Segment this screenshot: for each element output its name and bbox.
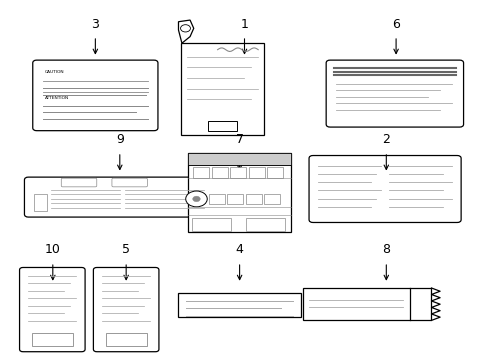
- Bar: [207, 121, 237, 131]
- Text: 3: 3: [91, 18, 99, 31]
- Bar: [211, 167, 227, 177]
- Bar: [178, 293, 300, 317]
- FancyBboxPatch shape: [325, 60, 463, 127]
- Bar: [181, 43, 264, 135]
- Bar: [264, 194, 280, 204]
- Bar: [105, 333, 146, 346]
- Bar: [32, 333, 73, 346]
- Text: 4: 4: [235, 243, 243, 256]
- Text: 5: 5: [122, 243, 130, 256]
- Bar: [192, 218, 231, 231]
- Bar: [230, 167, 246, 177]
- Bar: [227, 194, 243, 204]
- Bar: [208, 194, 224, 204]
- Circle shape: [185, 191, 207, 207]
- Text: 2: 2: [382, 133, 389, 146]
- Bar: [245, 218, 284, 231]
- Text: 9: 9: [116, 133, 123, 146]
- Bar: [245, 194, 261, 204]
- FancyBboxPatch shape: [308, 156, 460, 222]
- Text: 10: 10: [45, 243, 61, 256]
- FancyBboxPatch shape: [61, 178, 97, 187]
- Bar: [248, 167, 264, 177]
- Bar: [34, 194, 47, 211]
- Polygon shape: [178, 20, 193, 43]
- Bar: [303, 288, 430, 320]
- FancyBboxPatch shape: [24, 177, 213, 217]
- Text: 7: 7: [235, 133, 243, 146]
- Text: CAUTION: CAUTION: [45, 70, 64, 74]
- FancyBboxPatch shape: [33, 60, 158, 131]
- Text: 1: 1: [240, 18, 248, 31]
- Bar: [267, 167, 283, 177]
- FancyBboxPatch shape: [93, 267, 159, 352]
- Bar: [188, 153, 290, 232]
- Text: 8: 8: [382, 243, 389, 256]
- FancyBboxPatch shape: [112, 178, 147, 187]
- Text: ATTENTION: ATTENTION: [45, 96, 69, 100]
- Text: 6: 6: [391, 18, 399, 31]
- Bar: [193, 167, 209, 177]
- Bar: [188, 153, 290, 165]
- Circle shape: [180, 25, 190, 32]
- FancyBboxPatch shape: [20, 267, 85, 352]
- Circle shape: [192, 196, 200, 202]
